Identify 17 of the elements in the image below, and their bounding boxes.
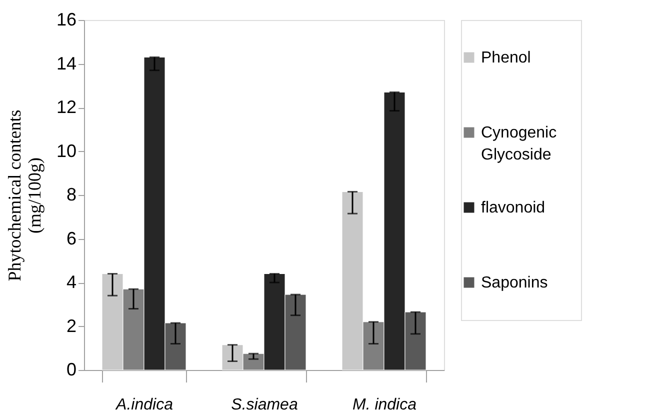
y-tick-label: 10 [56,140,76,161]
y-tick-label: 8 [66,184,76,204]
x-tick-label: A.indica [115,396,174,414]
y-tick-label: 16 [56,10,76,30]
y-tick-label: 4 [66,272,76,292]
y-tick-label: 6 [66,228,76,248]
y-axis-title: Phytochemical contents (mg/100g) [4,110,44,282]
x-tick-label: M. indica [352,396,417,414]
y-tick-label: 12 [56,97,76,117]
x-tick-label: S.siamea [231,396,298,414]
legend-label: Cynogenic Glycoside [481,124,557,164]
legend-label: Saponins [481,274,548,292]
y-tick-label: 14 [56,53,76,74]
y-tick-label: 0 [66,360,76,380]
y-tick-label: 2 [66,316,76,336]
legend-label: flavonoid [481,200,546,216]
legend-label: Phenol [481,50,531,66]
